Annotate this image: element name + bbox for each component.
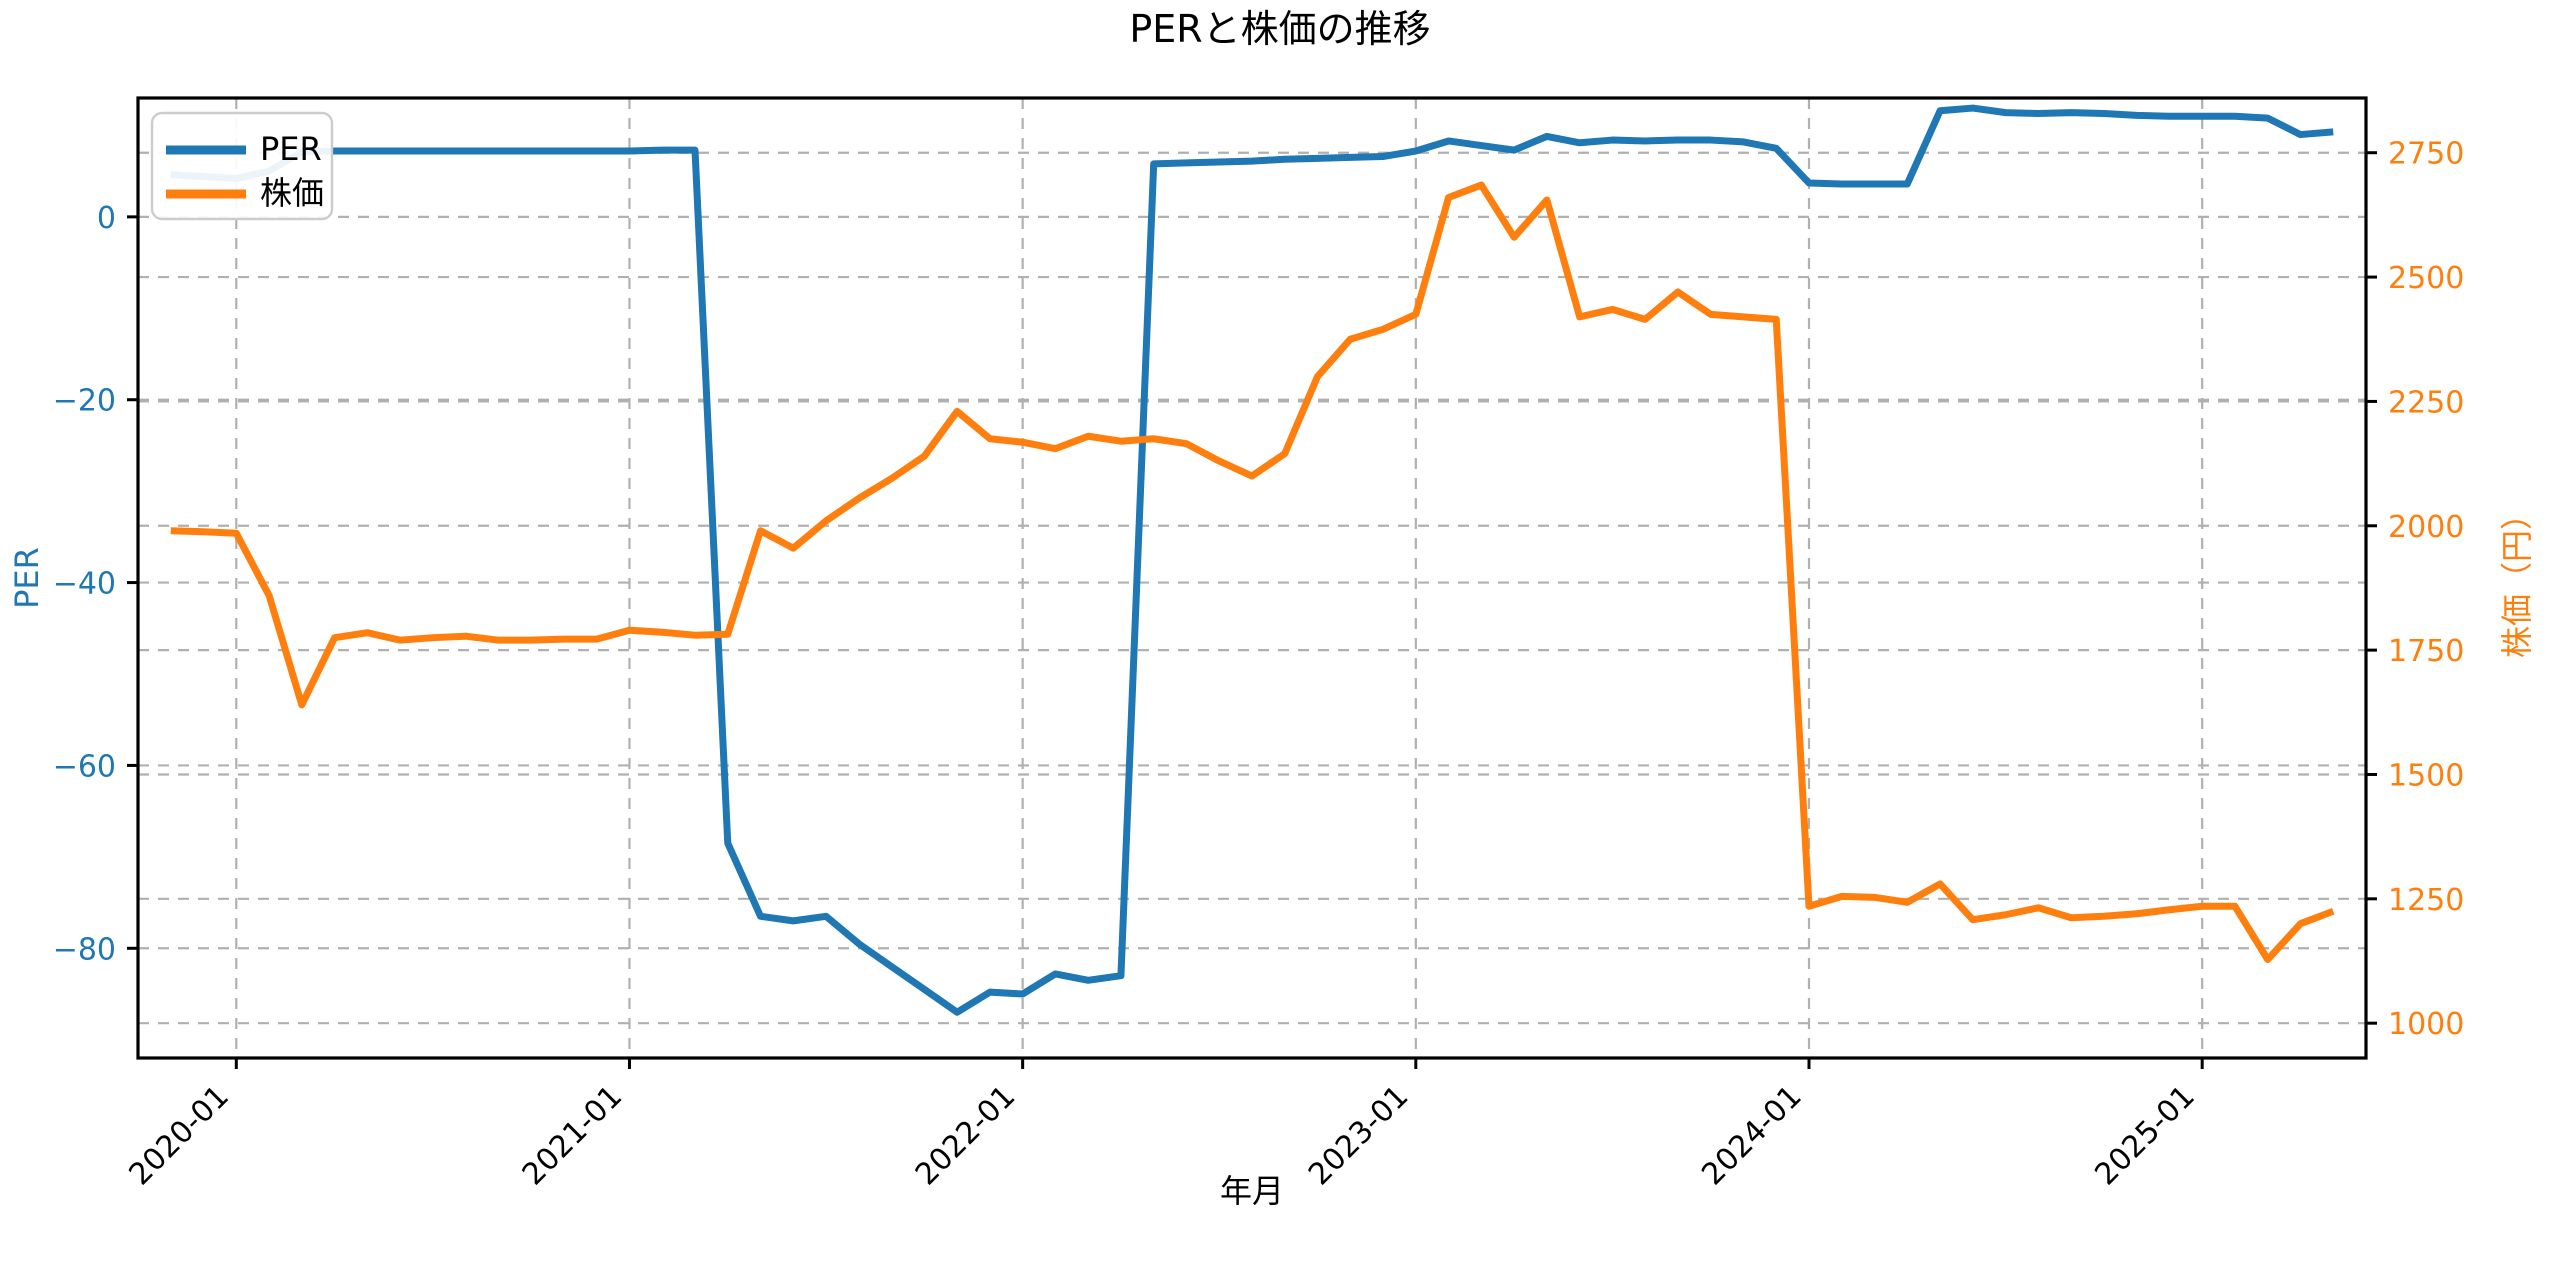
legend-label-per: PER <box>260 130 322 168</box>
tick-label-left: −20 <box>53 384 116 419</box>
chart-legend[interactable]: PER 株価 <box>150 111 334 221</box>
tick-label-right: 1000 <box>2388 1007 2464 1042</box>
plot-area-background <box>138 98 2366 1058</box>
tick-label-right: 1750 <box>2388 634 2464 669</box>
tick-label-right: 2500 <box>2388 261 2464 296</box>
series-line-per <box>170 104 2334 1016</box>
data-series-group <box>170 104 2335 1016</box>
tick-label-left: −40 <box>53 567 116 602</box>
tick-label-left: −60 <box>53 749 116 784</box>
legend-label-kabuka: 株価 <box>260 174 324 212</box>
vertical-gridlines <box>235 98 2204 1058</box>
chart-title: PERと株価の推移 <box>1129 7 1430 51</box>
tick-label-right: 2750 <box>2388 137 2464 172</box>
series-line-kabuka <box>170 181 2335 964</box>
plot-frame <box>136 96 2368 1060</box>
left-axis-ticks: 0 −20 −40 −60 −80 <box>53 201 138 967</box>
tick-label-right: 2000 <box>2388 510 2464 545</box>
tick-label-right: 1500 <box>2388 758 2464 793</box>
tick-label-left: 0 <box>97 201 116 236</box>
x-axis-title: 年月 <box>1220 1172 1284 1210</box>
y-axis-right-title: 株価（円） <box>2498 498 2536 658</box>
tick-label-right: 1250 <box>2388 883 2464 918</box>
tick-label-left: −80 <box>53 932 116 967</box>
tick-label-right: 2250 <box>2388 385 2464 420</box>
y-axis-left-title: PER <box>8 547 46 609</box>
right-axis-ticks: 1000 1250 1500 1750 2000 2250 2500 2750 <box>2366 137 2464 1042</box>
